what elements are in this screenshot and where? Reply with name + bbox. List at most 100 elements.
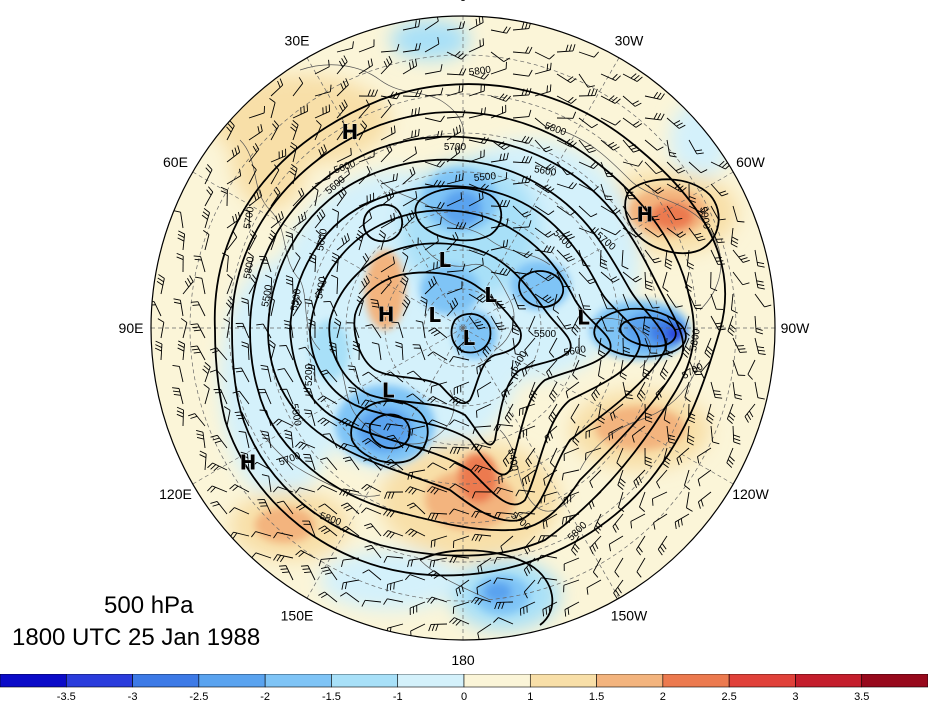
wind-barb bbox=[292, 252, 301, 273]
wind-barb bbox=[380, 256, 395, 273]
high-pressure-label: H bbox=[378, 302, 395, 326]
wind-barb bbox=[578, 88, 598, 97]
wind-barb bbox=[512, 155, 533, 164]
wind-barb bbox=[339, 592, 360, 603]
wind-barb bbox=[295, 441, 316, 450]
wind-barb bbox=[585, 425, 602, 439]
wind-barb bbox=[666, 227, 687, 238]
wind-barb bbox=[427, 512, 448, 520]
colorbar-tick-label: 1 bbox=[527, 691, 533, 702]
wind-barb bbox=[515, 512, 536, 519]
wind-barb bbox=[430, 535, 448, 548]
wind-barb bbox=[241, 341, 250, 361]
wind-barb bbox=[468, 257, 484, 273]
wind-barb bbox=[270, 78, 284, 97]
colorbar-tick-label: -1 bbox=[393, 691, 403, 702]
wind-barb bbox=[446, 21, 466, 31]
wind-barb bbox=[424, 217, 442, 229]
wind-barb bbox=[402, 146, 417, 163]
longitude-label: 150E bbox=[281, 608, 314, 624]
colorbar-tick-label: 3.5 bbox=[854, 691, 869, 702]
wind-barb bbox=[644, 139, 664, 151]
wind-barb bbox=[633, 469, 646, 488]
wind-barb bbox=[383, 423, 404, 431]
wind-barb bbox=[684, 469, 691, 490]
wind-barb bbox=[599, 249, 608, 270]
wind-barb bbox=[361, 422, 382, 430]
wind-barb bbox=[446, 281, 463, 295]
colorbar-tick-label: -2.5 bbox=[189, 691, 208, 702]
wind-barb bbox=[314, 59, 330, 75]
wind-barb bbox=[706, 403, 715, 424]
wind-barb bbox=[358, 275, 370, 295]
wind-barb bbox=[409, 601, 426, 616]
wind-barb bbox=[405, 574, 426, 581]
wind-barb bbox=[302, 520, 316, 537]
height-contour bbox=[619, 316, 677, 348]
wind-barb bbox=[292, 104, 308, 119]
wind-barb bbox=[278, 565, 294, 581]
wind-barb bbox=[424, 16, 439, 31]
wind-barb bbox=[220, 186, 228, 207]
wind-barb bbox=[172, 364, 184, 383]
wind-barb bbox=[203, 384, 210, 405]
wind-barb bbox=[268, 340, 276, 361]
wind-barb bbox=[332, 208, 339, 229]
colorbar-tick-label: -1.5 bbox=[322, 691, 341, 702]
wind-barb bbox=[664, 249, 673, 270]
wind-barb bbox=[180, 318, 188, 339]
wind-barb bbox=[176, 406, 184, 427]
wind-barb bbox=[424, 260, 442, 273]
contour-label: 5600 bbox=[315, 228, 330, 252]
wind-barb bbox=[292, 211, 307, 229]
wind-barb bbox=[248, 105, 266, 119]
longitude-label: 120W bbox=[732, 486, 769, 502]
wind-barb bbox=[427, 596, 448, 604]
wind-barb bbox=[273, 486, 294, 493]
wind-barb bbox=[455, 579, 470, 597]
wind-barb bbox=[424, 276, 437, 295]
wind-barb bbox=[384, 491, 404, 499]
wind-barb bbox=[471, 464, 492, 473]
wind-barb bbox=[589, 535, 602, 555]
wind-barb bbox=[512, 46, 533, 54]
high-pressure-label: H bbox=[637, 202, 654, 226]
colorbar-swatch bbox=[795, 674, 863, 688]
wind-barb bbox=[662, 271, 669, 292]
wind-barb bbox=[571, 315, 580, 336]
height-contour bbox=[328, 242, 572, 446]
wind-barb bbox=[424, 36, 440, 53]
contour-label: 5600 bbox=[533, 164, 557, 179]
wind-barb bbox=[300, 565, 316, 581]
wind-barb bbox=[336, 99, 348, 119]
colorbar-swatch bbox=[264, 674, 332, 688]
wind-barb bbox=[449, 483, 470, 493]
contour-label: 5700 bbox=[444, 142, 467, 153]
wind-barb bbox=[402, 190, 418, 207]
wind-barb bbox=[614, 557, 624, 578]
wind-barb bbox=[493, 556, 514, 564]
wind-barb bbox=[449, 508, 470, 515]
wind-barb bbox=[534, 271, 555, 282]
wind-barb bbox=[365, 324, 382, 339]
wind-barb bbox=[732, 337, 747, 353]
wind-barb bbox=[318, 591, 338, 603]
wind-barb bbox=[221, 252, 229, 273]
wind-barb bbox=[608, 535, 624, 552]
contour-label: 5500 bbox=[288, 403, 303, 427]
wind-barb bbox=[570, 403, 580, 424]
wind-barb bbox=[471, 443, 492, 452]
wind-barb bbox=[515, 489, 536, 497]
contour-label: 5500 bbox=[473, 171, 497, 184]
wind-barb bbox=[622, 160, 643, 167]
wind-barb bbox=[534, 62, 552, 75]
wind-barb bbox=[273, 531, 294, 539]
wind-barb bbox=[512, 109, 532, 119]
title-time: 1800 UTC 25 Jan 1988 bbox=[12, 624, 261, 651]
wind-barb bbox=[402, 252, 409, 273]
wind-barb bbox=[471, 533, 492, 542]
wind-barb bbox=[317, 484, 338, 493]
wind-barb bbox=[405, 528, 426, 538]
wind-barb bbox=[427, 351, 448, 361]
low-pressure-label: L bbox=[382, 379, 395, 403]
